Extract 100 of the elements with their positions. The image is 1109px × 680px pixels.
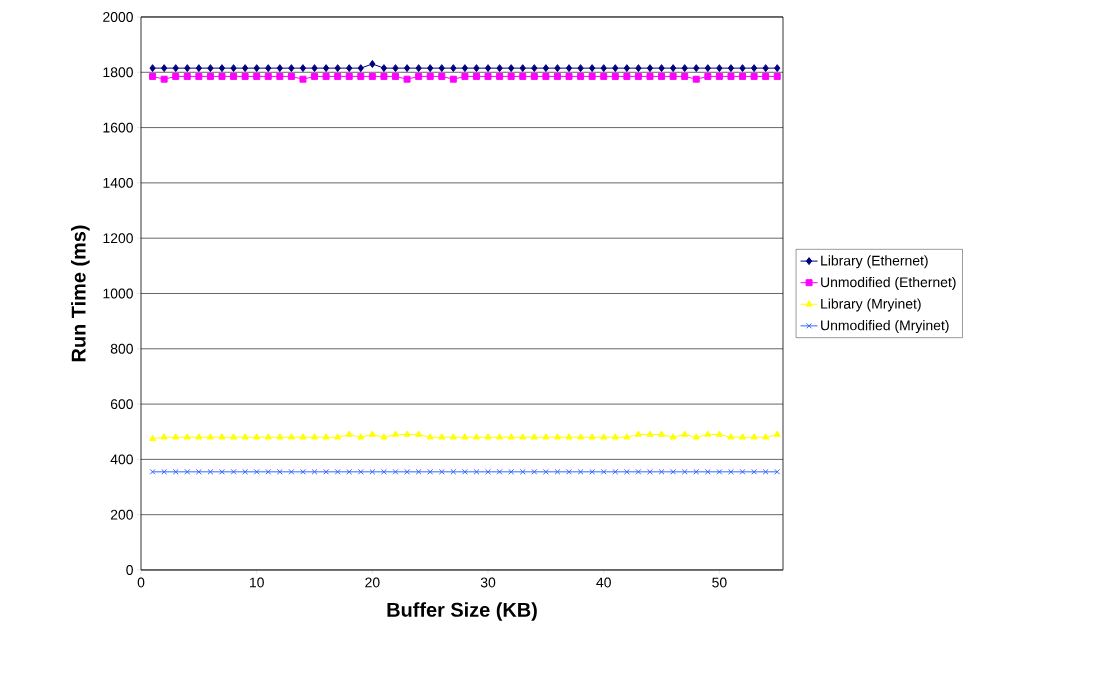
point xyxy=(773,72,781,80)
x-tick-label: 40 xyxy=(596,577,611,588)
point xyxy=(241,72,249,80)
point xyxy=(600,468,607,475)
point xyxy=(149,64,156,73)
point xyxy=(206,72,214,80)
point xyxy=(565,72,573,80)
point xyxy=(369,60,376,68)
point xyxy=(287,72,295,80)
point xyxy=(542,72,550,80)
point xyxy=(404,468,411,475)
point xyxy=(264,433,272,440)
point xyxy=(762,72,770,80)
point xyxy=(288,64,295,73)
point xyxy=(276,433,284,440)
point xyxy=(554,64,561,73)
point xyxy=(264,72,272,80)
y-tick-label: 200 xyxy=(110,509,133,520)
point xyxy=(427,64,434,73)
point xyxy=(207,64,214,73)
y-axis-title: Run Time (ms) xyxy=(71,225,90,362)
point xyxy=(219,468,225,475)
point xyxy=(727,64,735,73)
y-tick-label: 1000 xyxy=(103,288,133,299)
point xyxy=(253,72,261,80)
point xyxy=(774,64,781,73)
point xyxy=(727,433,735,440)
point xyxy=(553,72,561,80)
point xyxy=(716,64,723,73)
point xyxy=(311,72,319,80)
point xyxy=(253,468,260,475)
point xyxy=(230,433,238,440)
point xyxy=(172,468,179,475)
point xyxy=(681,64,688,73)
y-tick-label: 0 xyxy=(126,565,133,575)
point xyxy=(542,433,550,440)
point xyxy=(311,468,318,475)
point xyxy=(484,64,492,73)
point xyxy=(484,433,492,440)
point xyxy=(172,72,180,80)
point xyxy=(553,433,561,440)
point xyxy=(531,64,538,73)
point xyxy=(704,468,711,475)
point xyxy=(172,64,179,73)
point xyxy=(530,72,538,80)
point xyxy=(253,64,260,73)
point xyxy=(311,64,318,73)
point xyxy=(542,468,549,475)
point xyxy=(415,64,422,73)
point xyxy=(646,72,654,80)
point xyxy=(519,64,526,73)
point xyxy=(368,430,376,437)
point xyxy=(184,468,191,475)
point xyxy=(623,72,631,80)
point xyxy=(508,64,515,73)
point xyxy=(195,72,203,80)
point xyxy=(589,64,596,73)
point xyxy=(183,72,191,80)
point xyxy=(473,64,480,73)
point xyxy=(577,468,584,475)
point xyxy=(496,72,504,80)
point xyxy=(658,468,665,475)
point xyxy=(473,468,480,475)
point xyxy=(392,64,399,73)
point xyxy=(751,468,758,475)
point xyxy=(149,72,157,80)
point xyxy=(253,433,261,440)
point xyxy=(704,72,712,80)
point xyxy=(623,433,631,440)
point xyxy=(195,433,203,440)
point xyxy=(265,468,272,475)
point xyxy=(323,468,330,475)
point xyxy=(160,433,168,440)
x-axis-title: Buffer Size (KB) xyxy=(387,602,537,621)
point xyxy=(380,72,388,80)
point xyxy=(449,75,457,83)
point xyxy=(565,64,573,73)
point xyxy=(693,64,700,73)
x-tick-label: 10 xyxy=(249,577,264,588)
point xyxy=(426,433,434,440)
point xyxy=(161,64,168,73)
point xyxy=(611,433,619,440)
point xyxy=(403,64,411,73)
point xyxy=(242,468,249,475)
point xyxy=(658,430,666,437)
point xyxy=(762,433,770,440)
point xyxy=(276,468,283,475)
y-tick-label: 600 xyxy=(110,399,133,410)
point xyxy=(449,433,457,440)
point xyxy=(357,72,365,80)
point xyxy=(195,468,202,475)
point xyxy=(161,468,168,475)
point xyxy=(230,72,238,80)
point xyxy=(369,468,376,475)
point xyxy=(357,433,365,440)
point xyxy=(415,72,423,80)
point xyxy=(438,64,445,73)
point xyxy=(519,468,526,475)
point xyxy=(345,430,353,437)
point xyxy=(577,433,585,440)
